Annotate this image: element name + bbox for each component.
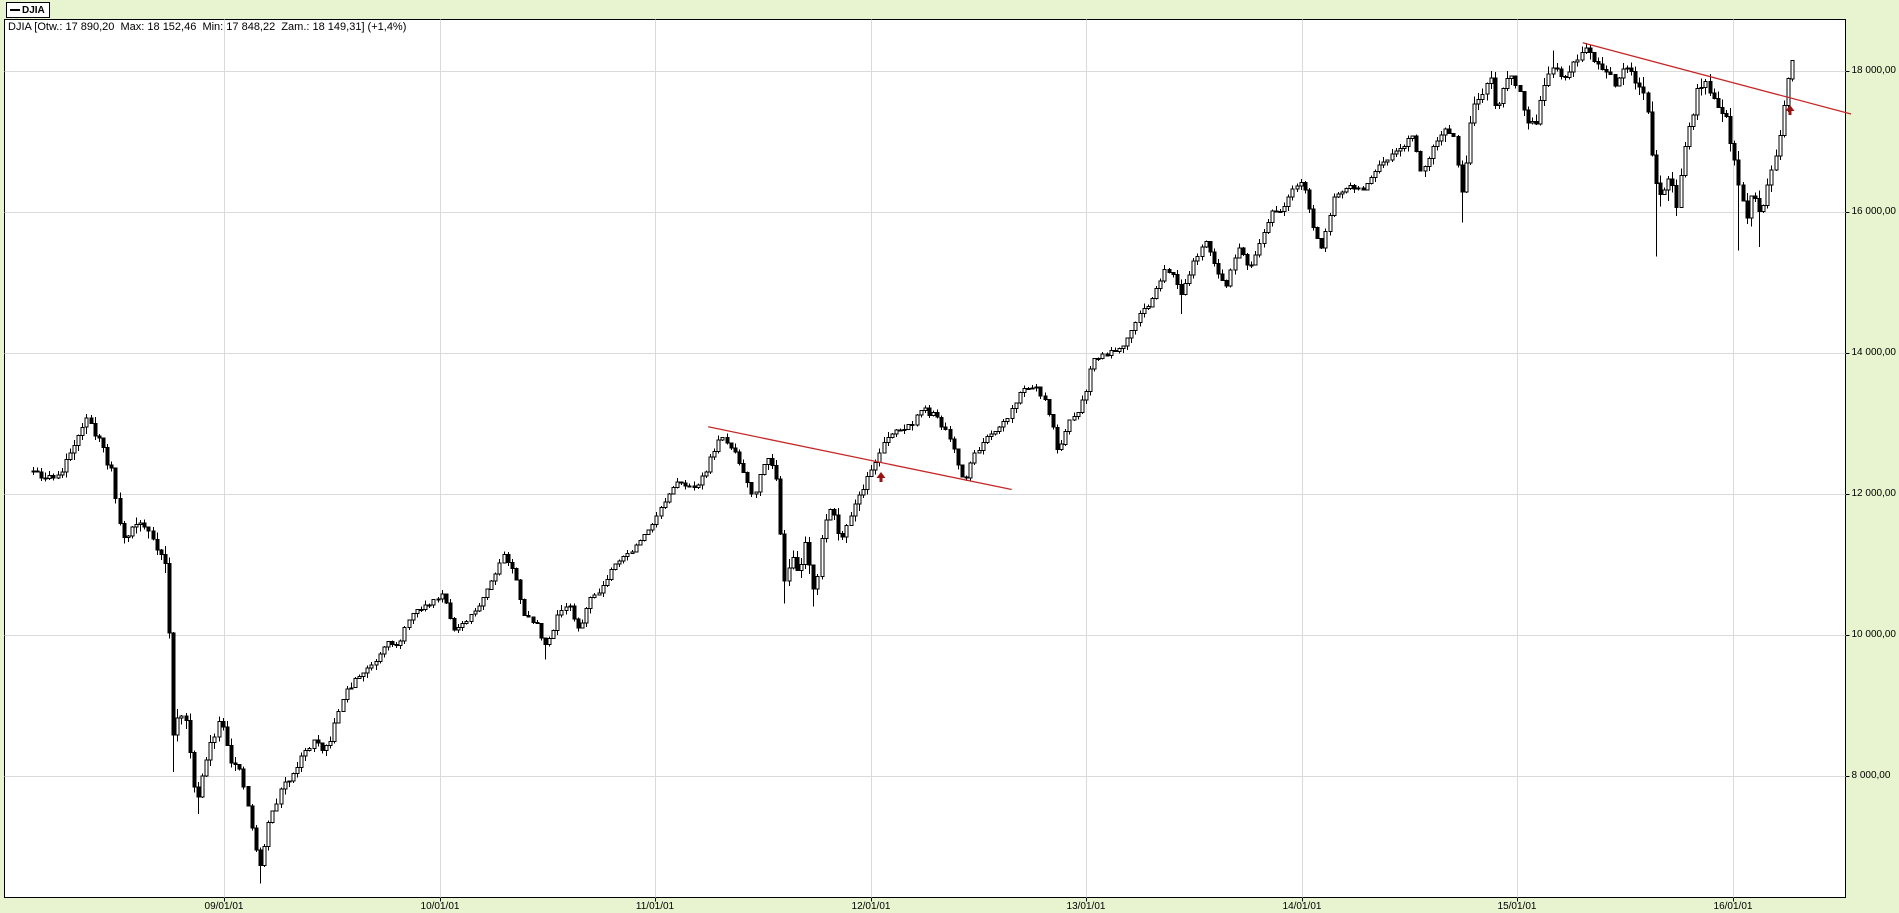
candlestick-series: [31, 43, 1795, 884]
date-axis-label: 10/01/01: [420, 901, 460, 912]
date-axis-label: 12/01/01: [851, 901, 891, 912]
date-axis-label: 13/01/01: [1066, 901, 1106, 912]
plot-area[interactable]: [4, 19, 1846, 898]
legend-label: DJIA: [22, 4, 45, 16]
price-axis-label: 18 000,00: [1851, 65, 1897, 76]
date-axis-label: 09/01/01: [204, 901, 244, 912]
date-axis-label: 16/01/01: [1713, 901, 1753, 912]
trendline-1[interactable]: [708, 426, 1012, 491]
legend-box[interactable]: DJIA: [6, 2, 50, 18]
price-axis-label: 8 000,00: [1851, 770, 1891, 781]
price-axis-label: 16 000,00: [1851, 206, 1897, 217]
buy-signal-arrow-1[interactable]: [876, 472, 886, 482]
date-axis-label: 11/01/01: [635, 901, 675, 912]
price-axis-label: 10 000,00: [1851, 629, 1897, 640]
grid: [4, 19, 1850, 902]
date-axis-label: 14/01/01: [1282, 901, 1322, 912]
chart-title: DJIA [Otw.: 17 890,20 Max: 18 152,46 Min…: [8, 21, 407, 33]
trendline-2[interactable]: [1582, 42, 1852, 115]
price-axis-label: 12 000,00: [1851, 488, 1897, 499]
price-axis-label: 14 000,00: [1851, 347, 1897, 358]
line-style-icon: [10, 9, 20, 11]
buy-signal-arrow-2[interactable]: [1785, 105, 1795, 115]
date-axis-label: 15/01/01: [1497, 901, 1537, 912]
